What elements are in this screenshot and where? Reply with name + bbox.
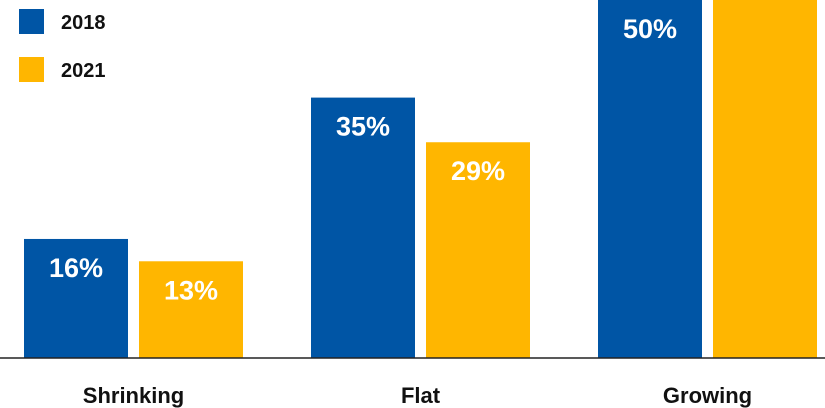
bar-flat-2018 [311, 97, 415, 358]
bar-label-flat-2018: 35% [336, 112, 390, 142]
bars-layer [24, 0, 817, 358]
category-labels-layer: Shrinking Flat Growing [83, 383, 752, 408]
category-label-growing: Growing [663, 383, 752, 408]
bar-label-shrinking-2018: 16% [49, 253, 103, 283]
bar-labels-layer: 16% 13% 35% 29% 50% [49, 14, 677, 305]
legend: 2018 2021 [19, 9, 106, 82]
bar-shrinking-2021 [139, 261, 243, 358]
bar-growing-2021 [713, 0, 817, 358]
bar-flat-2021 [426, 142, 530, 358]
legend-label-2018: 2018 [61, 12, 106, 34]
bar-shrinking-2018 [24, 238, 128, 358]
bar-label-shrinking-2021: 13% [164, 275, 218, 305]
bar-label-growing-2018: 50% [623, 14, 677, 44]
bar-growing-2018 [598, 0, 702, 358]
legend-label-2021: 2021 [61, 60, 106, 82]
legend-swatch-2021 [19, 57, 44, 82]
bar-label-flat-2021: 29% [451, 156, 505, 186]
category-label-flat: Flat [401, 383, 441, 408]
category-label-shrinking: Shrinking [83, 383, 184, 408]
legend-swatch-2018 [19, 9, 44, 34]
